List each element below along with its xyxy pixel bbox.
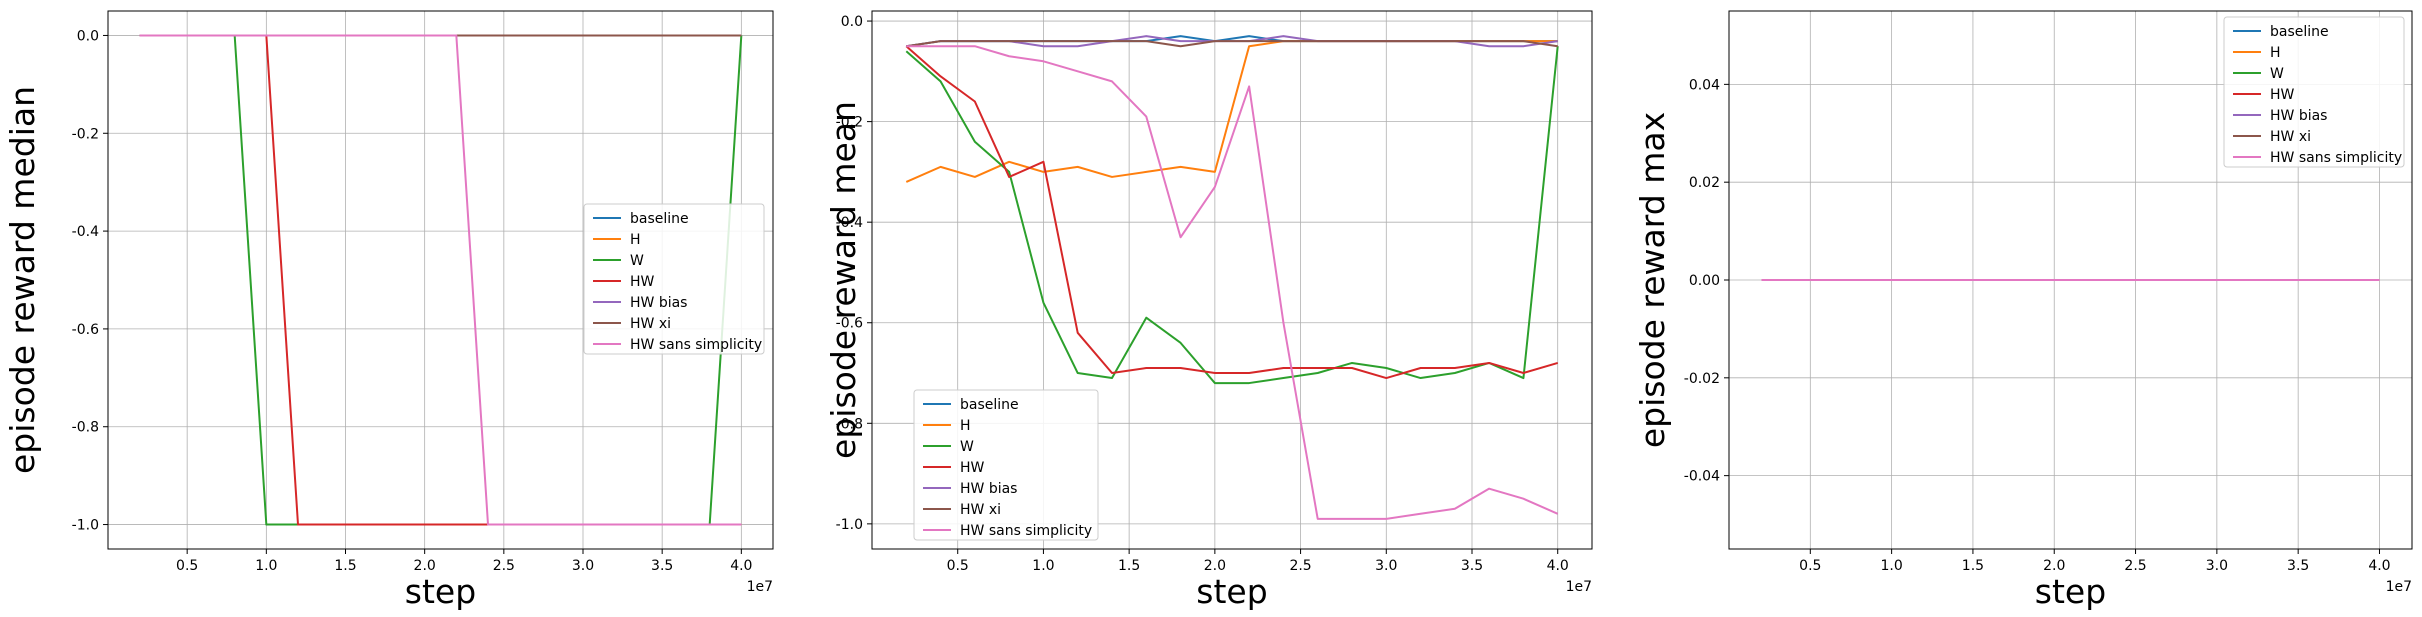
legend-box <box>2223 16 2405 168</box>
y-tick-label: -1.0 <box>836 517 863 533</box>
x-tick-label: 1.0 <box>1880 558 1902 574</box>
series-lines <box>905 35 1559 520</box>
series-lines <box>139 34 743 526</box>
legend-entry: HW sans simplicity <box>2270 150 2402 166</box>
y-tick-label: -0.8 <box>72 420 99 436</box>
chart-3: 0.5 1.0 1.5 2.0 2.5 3.0 3.5 4.0 -0.04 -0.02 0.00 0.… <box>1633 10 2413 611</box>
y-tick-label: -0.2 <box>72 126 99 142</box>
x-tick-label: 2.5 <box>493 558 515 574</box>
x-tick-label: 0.5 <box>176 558 198 574</box>
legend-entry: HW xi <box>630 316 671 332</box>
x-tick-label: 2.5 <box>2124 558 2146 574</box>
y-tick-label: -0.4 <box>836 215 863 231</box>
y-tick-label: -0.6 <box>836 316 863 332</box>
y-tick-label: -0.8 <box>836 416 863 432</box>
x-tick-label: 0.5 <box>947 558 969 574</box>
legend-entry: HW sans simplicity <box>630 337 762 353</box>
y-tick-label: 0.02 <box>1689 175 1720 191</box>
y-tick-label: 0.0 <box>77 28 99 44</box>
x-offset-label: 1e7 <box>747 579 773 595</box>
chart-1: 0.5 1.0 1.5 2.0 2.5 3.0 3.5 4.0 -1.0 -0.8 -0.6 -0.4… <box>3 10 774 611</box>
chart-2: 0.5 1.0 1.5 2.0 2.5 3.0 3.5 4.0 -1.0 -0.8 -0.6 -0.4… <box>824 10 1593 611</box>
y-tick-label: 0.00 <box>1689 273 1720 289</box>
y-axis-label: episode reward mean <box>824 101 863 459</box>
plot-frame <box>107 10 774 550</box>
legend-entry: HW bias <box>630 295 687 311</box>
legend-entry: H <box>630 232 641 248</box>
legend-entry: W <box>630 253 644 269</box>
x-tick-label: 4.0 <box>1547 558 1569 574</box>
x-tick-label: 0.5 <box>1799 558 1821 574</box>
x-tick-label: 1.5 <box>1118 558 1140 574</box>
series-line-hw-sans-simplicity <box>906 45 1559 520</box>
y-tick-label: 0.04 <box>1689 77 1720 93</box>
legend-entry: baseline <box>960 397 1019 413</box>
legend-box <box>913 389 1099 541</box>
legend: baseline HW HW HW bias HW xi HW sans simplici… <box>583 203 765 355</box>
y-tick-label: -0.6 <box>72 322 99 338</box>
x-tick-label: 2.0 <box>1204 558 1226 574</box>
y-tick-label: -0.2 <box>836 115 863 131</box>
legend-entry: HW <box>960 460 985 476</box>
x-tick-label: 3.5 <box>1461 558 1483 574</box>
legend-entry: HW bias <box>960 481 1017 497</box>
legend-entry: HW sans simplicity <box>960 523 1092 539</box>
legend-entry: W <box>2270 66 2284 82</box>
series-line-h <box>905 40 1558 183</box>
x-tick-label: 2.0 <box>414 558 436 574</box>
series-line-hw <box>905 45 1558 380</box>
y-axis-label: episode reward max <box>1633 112 1672 448</box>
x-tick-label: 1.0 <box>1032 558 1054 574</box>
x-axis-label: step <box>1196 572 1267 611</box>
legend-entry: HW <box>2270 87 2295 103</box>
legend: baseline HW HW HW bias HW xi HW sans simplici… <box>2223 16 2405 168</box>
x-tick-label: 1.5 <box>334 558 356 574</box>
legend-entry: H <box>960 418 971 434</box>
legend: baseline HW HW HW bias HW xi HW sans simplici… <box>913 389 1099 541</box>
x-axis-label: step <box>2035 572 2106 611</box>
x-tick-label: 3.5 <box>2287 558 2309 574</box>
series-line-hw-sans-simplicity <box>139 34 742 526</box>
x-tick-label: 2.0 <box>2043 558 2065 574</box>
x-tick-label: 4.0 <box>2368 558 2390 574</box>
legend-entry: H <box>2270 45 2281 61</box>
y-tick-label: 0.0 <box>841 14 863 30</box>
x-tick-label: 1.5 <box>1962 558 1984 574</box>
x-tick-label: 3.0 <box>2206 558 2228 574</box>
plot-frame <box>871 10 1593 550</box>
y-tick-label: -0.02 <box>1684 371 1720 387</box>
x-tick-label: 3.0 <box>572 558 594 574</box>
legend-entry: baseline <box>2270 24 2329 40</box>
legend-entry: HW <box>630 274 655 290</box>
x-offset-label: 1e7 <box>1566 579 1592 595</box>
y-tick-label: -0.04 <box>1684 469 1720 485</box>
x-tick-label: 1.0 <box>255 558 277 574</box>
legend-entry: W <box>960 439 974 455</box>
x-tick-label: 3.0 <box>1375 558 1397 574</box>
x-offset-label: 1e7 <box>2386 579 2412 595</box>
x-tick-label: 2.5 <box>1289 558 1311 574</box>
x-axis-label: step <box>405 572 476 611</box>
y-tick-label: -1.0 <box>72 518 99 534</box>
legend-entry: HW bias <box>2270 108 2327 124</box>
legend-box <box>583 203 765 355</box>
legend-entry: HW xi <box>2270 129 2311 145</box>
x-tick-label: 4.0 <box>730 558 752 574</box>
series-line-w <box>905 46 1559 385</box>
y-tick-label: -0.4 <box>72 224 99 240</box>
plot-frame <box>1728 10 2413 550</box>
series-line-hw-xi <box>906 40 1558 48</box>
y-axis-label: episode reward median <box>3 86 42 474</box>
legend-entry: HW xi <box>960 502 1001 518</box>
legend-entry: baseline <box>630 211 689 227</box>
x-tick-label: 3.5 <box>651 558 673 574</box>
